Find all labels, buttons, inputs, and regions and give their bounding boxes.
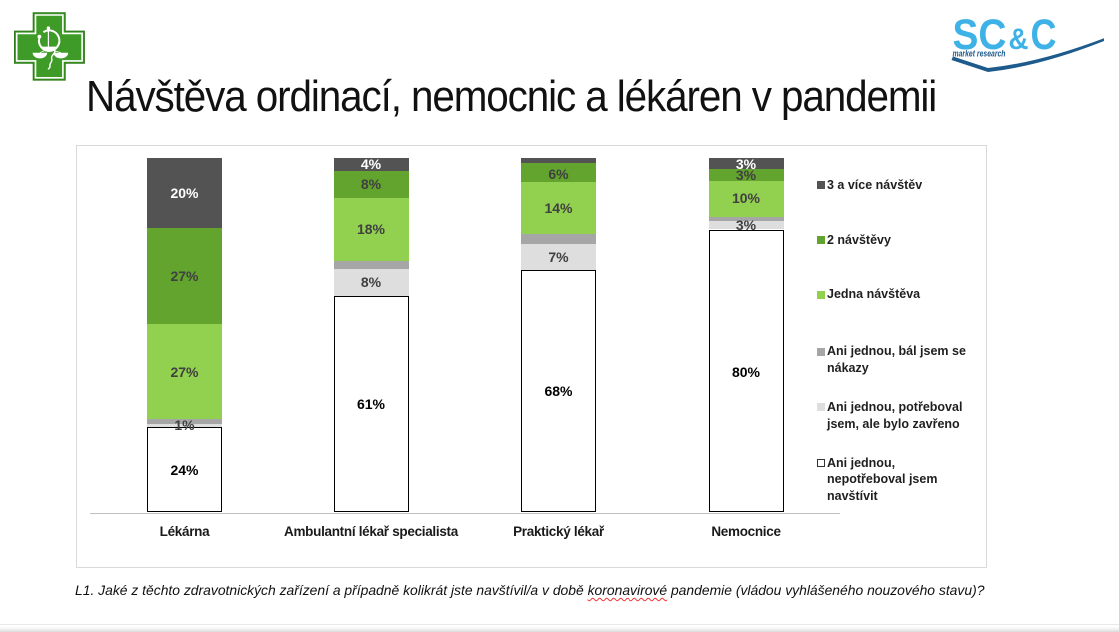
svg-text:C: C <box>1031 11 1057 59</box>
svg-text:market research: market research <box>953 49 1006 60</box>
svg-text:SC: SC <box>953 11 1007 59</box>
svg-text:&: & <box>1009 23 1029 56</box>
